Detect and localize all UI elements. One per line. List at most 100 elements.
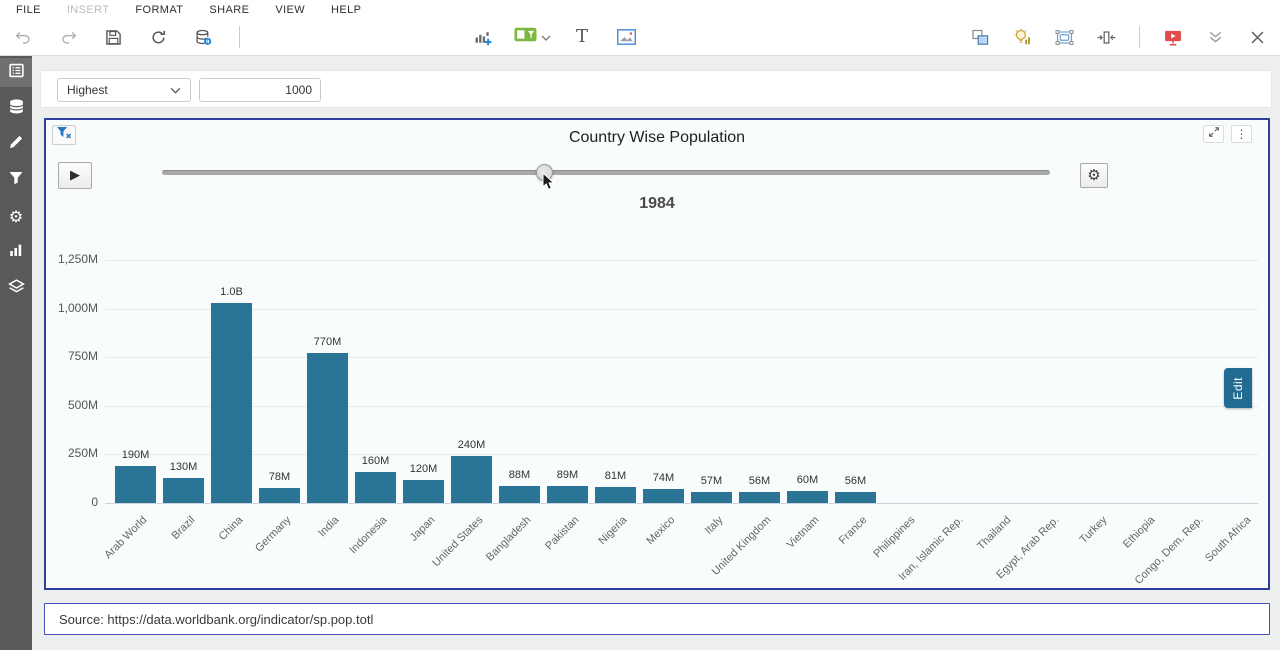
insert-image-icon[interactable]: [613, 24, 639, 50]
gridline: [105, 260, 1258, 261]
gridline: [105, 308, 1258, 310]
rank-filter-value: Highest: [67, 83, 108, 97]
menu-insert: INSERT: [66, 3, 110, 16]
bar[interactable]: [643, 488, 684, 503]
insights-icon[interactable]: [1009, 24, 1035, 50]
add-chart-icon[interactable]: [470, 24, 496, 50]
redo-icon: [55, 24, 81, 50]
bar-chart-icon: [8, 242, 24, 263]
play-button[interactable]: ▶: [58, 162, 92, 189]
bar[interactable]: [547, 485, 588, 503]
bar-value-label: 240M: [457, 439, 486, 452]
toolbar-separator: [239, 26, 240, 48]
bar-value-label: 1.0B: [220, 285, 243, 298]
bar[interactable]: [835, 492, 876, 503]
chevron-down-icon: [170, 81, 181, 99]
gridline: [105, 503, 1258, 504]
save-icon[interactable]: [100, 24, 126, 50]
bar[interactable]: [403, 479, 444, 503]
bar-value-label: 130M: [169, 460, 198, 473]
insert-text-icon[interactable]: T: [575, 26, 588, 47]
bar[interactable]: [739, 492, 780, 503]
y-axis-tick-label: 0: [91, 495, 98, 509]
y-axis-tick-label: 1,250M: [57, 252, 98, 266]
toolbar-separator: [1139, 26, 1140, 48]
expand-button[interactable]: [1203, 125, 1224, 143]
filter-widget-combo[interactable]: [514, 26, 551, 48]
filter-widget-icon: [514, 26, 537, 48]
menu-bar: FILE INSERT FORMAT SHARE VIEW HELP: [0, 0, 1280, 19]
fit-width-icon[interactable]: [1093, 24, 1119, 50]
menu-file[interactable]: FILE: [16, 3, 41, 16]
chart-widget-panel[interactable]: Country Wise Population ⋮ ▶ ⚙ 1984 0 250M…: [44, 118, 1270, 590]
bar[interactable]: [499, 485, 540, 503]
refresh-icon[interactable]: [145, 24, 171, 50]
slider-settings-button[interactable]: ⚙: [1080, 163, 1108, 188]
bar[interactable]: [115, 466, 156, 503]
clear-filter-button[interactable]: [52, 125, 76, 145]
source-bar: Source: https://data.worldbank.org/indic…: [44, 603, 1270, 635]
gear-icon: ⚙: [8, 206, 24, 226]
copy-widget-icon[interactable]: [967, 24, 993, 50]
bar-value-label: 78M: [268, 470, 291, 483]
bar[interactable]: [211, 302, 252, 503]
menu-help[interactable]: HELP: [331, 3, 362, 16]
left-sidebar: ⚙: [0, 56, 32, 650]
collapse-toolbar-icon[interactable]: [1202, 24, 1228, 50]
bar-value-label: 160M: [361, 454, 390, 467]
year-slider-track[interactable]: [162, 170, 1050, 175]
clear-filter-icon: [56, 126, 72, 145]
bar-value-label: 89M: [556, 468, 579, 481]
filter-bar: Highest: [40, 70, 1272, 108]
bar[interactable]: [787, 491, 828, 503]
close-icon[interactable]: [1244, 24, 1270, 50]
menu-share[interactable]: SHARE: [209, 3, 250, 16]
layout-frame-icon[interactable]: [1051, 24, 1077, 50]
pencil-icon: [8, 134, 24, 155]
bar-value-label: 190M: [121, 449, 150, 462]
edit-button[interactable]: Edit: [1224, 368, 1252, 408]
bar[interactable]: [451, 456, 492, 503]
gear-icon: ⚙: [1087, 166, 1101, 184]
widget-menu-button[interactable]: ⋮: [1231, 125, 1252, 143]
bar-value-label: 74M: [652, 471, 675, 484]
sidebar-item-layers[interactable]: [0, 274, 32, 303]
undo-icon: [10, 24, 36, 50]
report-icon: [8, 62, 25, 84]
bar-value-label: 770M: [313, 336, 342, 349]
toolbar: T: [0, 19, 1280, 56]
bar[interactable]: [355, 471, 396, 503]
bar-value-label: 56M: [748, 475, 771, 488]
sidebar-item-edit[interactable]: [0, 130, 32, 159]
sidebar-item-data[interactable]: [0, 94, 32, 123]
sidebar-item-report[interactable]: [0, 58, 32, 87]
present-icon[interactable]: [1160, 24, 1186, 50]
funnel-icon: [8, 170, 24, 191]
bar[interactable]: [691, 491, 732, 503]
bar[interactable]: [163, 477, 204, 503]
bar[interactable]: [307, 353, 348, 503]
sidebar-item-settings[interactable]: ⚙: [0, 202, 32, 231]
limit-input[interactable]: [199, 78, 321, 102]
gridline: [105, 405, 1258, 407]
sidebar-item-charts[interactable]: [0, 238, 32, 267]
expand-icon: [1208, 125, 1220, 143]
source-text: Source: https://data.worldbank.org/indic…: [59, 611, 374, 627]
sidebar-item-filter[interactable]: [0, 166, 32, 195]
bar-value-label: 120M: [409, 462, 438, 475]
play-icon: ▶: [70, 168, 80, 183]
bar[interactable]: [595, 487, 636, 503]
menu-format[interactable]: FORMAT: [135, 3, 184, 16]
rank-filter-select[interactable]: Highest: [57, 78, 191, 102]
bar-value-label: 88M: [508, 468, 531, 481]
y-axis-tick-label: 250M: [67, 446, 98, 461]
bar[interactable]: [259, 487, 300, 503]
database-icon: [8, 98, 25, 120]
menu-view[interactable]: VIEW: [275, 3, 306, 16]
data-source-icon[interactable]: [190, 24, 216, 50]
gridline: [105, 357, 1258, 359]
current-year-label: 1984: [639, 195, 675, 212]
y-axis-tick-label: 500M: [67, 397, 98, 412]
gridline: [105, 454, 1258, 456]
slider-handle[interactable]: [535, 164, 553, 181]
